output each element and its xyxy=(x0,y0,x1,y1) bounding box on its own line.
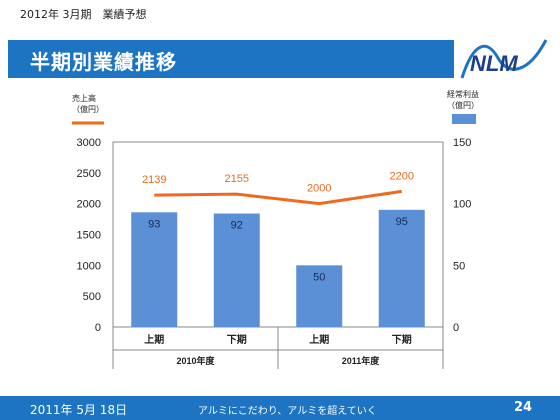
page-title: 半期別業績推移 xyxy=(30,50,177,74)
right-axis-title: 経常利益 xyxy=(447,89,479,99)
left-axis-tick-label: 1500 xyxy=(77,230,101,242)
page-number: 24 xyxy=(514,400,533,415)
left-axis-tick-label: 0 xyxy=(95,322,101,334)
chart: 050010001500200025003000050100150売上高（億円）… xyxy=(72,89,479,369)
nlm-logo-icon: NLM xyxy=(460,39,548,79)
left-axis-tick-label: 3000 xyxy=(77,137,101,149)
category-label: 上期 xyxy=(144,333,164,346)
bar-value-label: 92 xyxy=(231,220,243,232)
left-axis-tick-label: 2000 xyxy=(77,199,101,211)
company-logo: NLM xyxy=(458,34,550,84)
bar xyxy=(378,209,425,327)
bar-value-label: 93 xyxy=(148,218,160,230)
left-axis-tick-label: 1000 xyxy=(77,260,101,272)
footer-date: 2011年 5月 18日 xyxy=(30,403,128,417)
line-value-label: 2200 xyxy=(390,170,414,182)
right-axis-tick-label: 150 xyxy=(453,137,471,149)
page-subtitle: 2012年 3月期 業績予想 xyxy=(20,8,147,21)
right-axis-tick-label: 0 xyxy=(453,322,459,334)
bar xyxy=(213,213,260,327)
line-value-label: 2155 xyxy=(225,173,249,185)
group-label: 2011年度 xyxy=(342,355,381,366)
left-axis-tick-label: 2500 xyxy=(77,168,101,180)
bar xyxy=(131,212,178,327)
right-axis-tick-label: 50 xyxy=(453,260,465,272)
right-axis-tick-label: 100 xyxy=(453,199,471,211)
left-axis-unit: （億円） xyxy=(72,104,104,114)
bar-value-label: 50 xyxy=(313,271,325,283)
group-label: 2010年度 xyxy=(176,355,215,366)
logo-text: NLM xyxy=(470,51,518,76)
title-bar: 半期別業績推移 xyxy=(8,40,454,78)
footer-slogan: アルミにこだわり、アルミを超えていく xyxy=(198,406,377,417)
bar xyxy=(296,265,343,327)
line-value-label: 2139 xyxy=(142,174,166,186)
right-axis-unit: （億円） xyxy=(447,100,479,110)
series-line xyxy=(154,189,402,206)
legend-bar-marker xyxy=(452,114,476,124)
category-label: 下期 xyxy=(392,333,412,346)
footer-bar: 2011年 5月 18日 アルミにこだわり、アルミを超えていく 24 xyxy=(0,396,560,420)
left-axis-tick-label: 500 xyxy=(83,291,101,303)
category-label: 下期 xyxy=(227,333,247,346)
line-value-label: 2000 xyxy=(307,183,331,195)
bar-value-label: 95 xyxy=(396,216,408,228)
left-axis-title: 売上高 xyxy=(72,93,96,103)
category-label: 上期 xyxy=(309,333,329,346)
